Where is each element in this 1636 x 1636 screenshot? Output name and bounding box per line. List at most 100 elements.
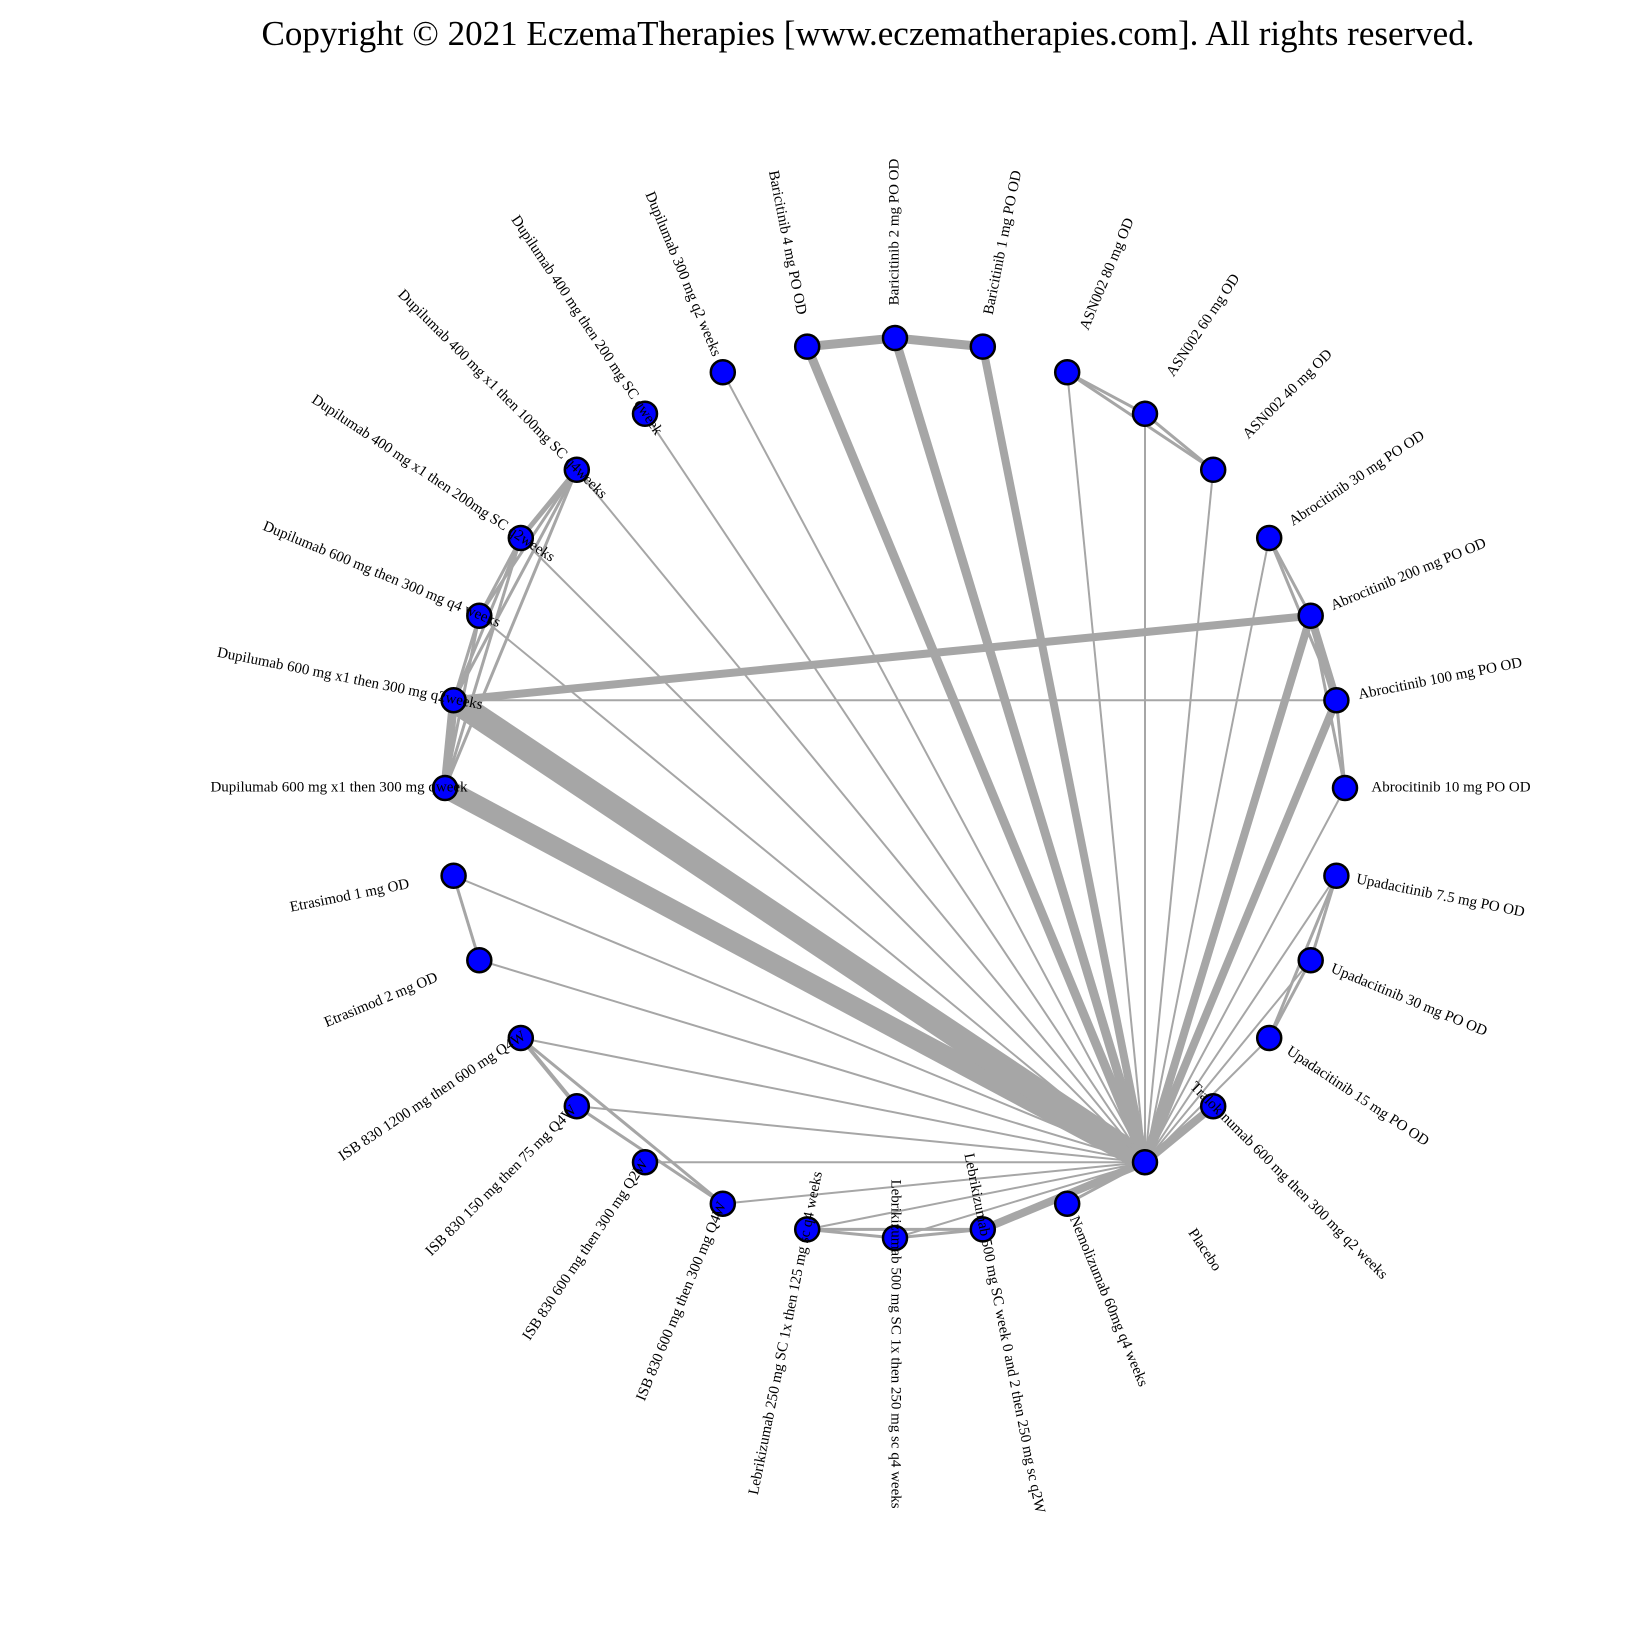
edge-placebo-to-dupilumab-600-mg-x1-then-300-mg-q2weeks [446, 690, 1152, 1173]
node-lebrikizumab-500-mg-sc-1x-then-250-mg-sc-q4-weeks [881, 1224, 909, 1252]
label-isb-830-150-mg-then-75-mg-q4w: ISB 830 150 mg then 75 mg Q4W [423, 1102, 581, 1260]
node-abrocitinib-200-mg-po-od [1297, 602, 1324, 630]
label-nemolizumab-60mg-q4-weeks: Nemolizumab 60mg q4 weeks [1066, 1214, 1151, 1389]
edge-dupilumab-600-mg-x1-then-300-mg-qweek-to-dupilumab-400-mg-x1-then-200mg-sc-q2weeks [443, 537, 523, 789]
node-asn002-60-mg-od [1131, 400, 1159, 428]
label-isb-830-600-mg-then-300-mg-q2w: ISB 830 600 mg then 300 mg Q2W [520, 1156, 653, 1343]
node-abrocitinib-30-mg-po-od [1255, 524, 1283, 552]
label-placebo: Placebo [1185, 1226, 1225, 1274]
edge-dupilumab-600-mg-x1-then-300-mg-q2weeks-to-dupilumab-400-mg-x1-then-100mg-sc-q4weeks [452, 469, 579, 701]
node-upadacitinib-15-mg-po-od [1255, 1024, 1283, 1052]
edge-placebo-to-asn002-80-mg-od [1066, 372, 1146, 1163]
node-dupilumab-600-mg-x1-then-300-mg-qweek [431, 774, 459, 802]
edge-placebo-to-baricitinib-4-mg-po-od [803, 344, 1150, 1164]
node-etrasimod-1-mg-od [440, 862, 467, 890]
edge-placebo-to-isb-830-150-mg-then-75-mg-q4w [576, 1105, 1146, 1164]
node-abrocitinib-10-mg-po-od [1331, 774, 1359, 802]
edge-baricitinib-4-mg-po-od-to-baricitinib-2-mg-po-od [806, 333, 896, 352]
edge-placebo-to-lebrikizumab-250-mg-sc-1x-then-125-mg-sc-q4-weeks [807, 1161, 1146, 1231]
node-asn002-40-mg-od [1199, 456, 1227, 484]
edge-placebo-to-abrocitinib-30-mg-po-od [1144, 537, 1271, 1163]
edge-placebo-to-upadacitinib-7-5-mg-po-od [1144, 875, 1338, 1163]
label-etrasimod-2-mg-od: Etrasimod 2 mg OD [322, 970, 440, 1031]
node-isb-830-1200-mg-then-600-mg-q4w [507, 1024, 535, 1052]
label-upadacitinib-15-mg-po-od: Upadacitinib 15 mg PO OD [1284, 1043, 1432, 1149]
edge-placebo-to-tralokinumab-600-mg-then-300-mg-q2-weeks [1142, 1103, 1216, 1166]
node-isb-830-600-mg-then-300-mg-q2w [631, 1148, 659, 1176]
node-baricitinib-4-mg-po-od [793, 333, 821, 360]
label-upadacitinib-30-mg-po-od: Upadacitinib 30 mg PO OD [1328, 961, 1489, 1040]
node-isb-830-150-mg-then-75-mg-q4w [563, 1092, 591, 1120]
edge-isb-830-600-mg-then-300-mg-q4w-to-isb-830-1200-mg-then-600-mg-q4w [519, 1036, 724, 1205]
label-dupilumab-400-mg-then-200-mg-sc-qweek: Dupilumab 400 mg then 200 mg SC qweek [508, 213, 666, 439]
label-asn002-80-mg-od: ASN002 80 mg OD [1077, 216, 1138, 333]
copyright-notice: Copyright © 2021 EczemaTherapies [www.ec… [261, 14, 1475, 53]
node-etrasimod-2-mg-od [466, 946, 493, 974]
node-dupilumab-600-mg-x1-then-300-mg-q2weeks [440, 686, 467, 714]
edge-dupilumab-600-mg-x1-then-300-mg-qweek-to-dupilumab-400-mg-x1-then-100mg-sc-q4weeks [443, 469, 579, 789]
edge-placebo-to-dupilumab-400-mg-x1-then-100mg-sc-q4weeks [576, 469, 1146, 1163]
node-abrocitinib-100-mg-po-od [1323, 686, 1350, 714]
edge-placebo-to-dupilumab-400-mg-then-200-mg-sc-qweek [644, 413, 1146, 1163]
node-upadacitinib-7-5-mg-po-od [1323, 862, 1350, 890]
node-lebrikizumab-500-mg-sc-week-0-and-2-then-250-mg-sc-q2w [969, 1216, 997, 1243]
node-upadacitinib-30-mg-po-od [1297, 946, 1324, 974]
label-isb-830-1200-mg-then-600-mg-q4w: ISB 830 1200 mg then 600 mg Q4W [336, 1028, 530, 1165]
label-baricitinib-4-mg-po-od: Baricitinib 4 mg PO OD [765, 169, 809, 316]
node-dupilumab-400-mg-x1-then-200mg-sc-q2weeks [507, 524, 535, 552]
label-dupilumab-600-mg-then-300-mg-q4-weeks: Dupilumab 600 mg then 300 mg q4 weeks [260, 518, 502, 631]
edge-placebo-to-baricitinib-1-mg-po-od [978, 345, 1149, 1163]
label-isb-830-600-mg-then-300-mg-q4w: ISB 830 600 mg then 300 mg Q4W [633, 1199, 730, 1403]
edge-placebo-to-dupilumab-600-mg-x1-then-300-mg-qweek [440, 779, 1150, 1172]
label-abrocitinib-10-mg-po-od: Abrocitinib 10 mg PO OD [1371, 779, 1530, 795]
label-etrasimod-1-mg-od: Etrasimod 1 mg OD [289, 876, 411, 915]
label-asn002-60-mg-od: ASN002 60 mg OD [1164, 271, 1244, 379]
edge-lebrikizumab-500-mg-sc-1x-then-250-mg-sc-q4-weeks-to-lebrikizumab-250-mg-sc-1x-then-125-mg-sc-q4-weeks [807, 1227, 896, 1240]
label-dupilumab-600-mg-x1-then-300-mg-qweek: Dupilumab 600 mg x1 then 300 mg qweek [210, 779, 468, 795]
node-nemolizumab-60mg-q4-weeks [1053, 1190, 1081, 1217]
edge-placebo-to-isb-830-600-mg-then-300-mg-q4w [722, 1161, 1146, 1205]
node-lebrikizumab-250-mg-sc-1x-then-125-mg-sc-q4-weeks [793, 1216, 821, 1243]
edge-placebo-to-abrocitinib-100-mg-po-od [1141, 698, 1341, 1164]
edge-placebo-to-etrasimod-2-mg-od [479, 959, 1146, 1164]
node-baricitinib-1-mg-po-od [969, 333, 997, 360]
node-isb-830-600-mg-then-300-mg-q4w [709, 1190, 737, 1217]
edge-placebo-to-dupilumab-400-mg-x1-then-200mg-sc-q2weeks [520, 537, 1146, 1163]
label-tralokinumab-600-mg-then-300-mg-q2-weeks: Tralokinumab 600 mg then 300 mg q2 weeks [1187, 1079, 1391, 1283]
edge-abrocitinib-200-mg-po-od-to-dupilumab-600-mg-x1-then-300-mg-q2weeks [453, 611, 1312, 705]
edge-placebo-to-asn002-40-mg-od [1144, 469, 1215, 1163]
node-placebo [1131, 1148, 1159, 1176]
node-dupilumab-600-mg-then-300-mg-q4-weeks [466, 602, 493, 630]
edge-placebo-to-lebrikizumab-500-mg-sc-1x-then-250-mg-sc-q4-weeks [894, 1161, 1146, 1239]
label-abrocitinib-200-mg-po-od: Abrocitinib 200 mg PO OD [1328, 535, 1488, 614]
label-dupilumab-300-mg-q2-weeks: Dupilumab 300 mg q2 weeks [642, 189, 724, 358]
node-dupilumab-400-mg-then-200-mg-sc-qweek [631, 400, 659, 428]
edge-dupilumab-400-mg-x1-then-200mg-sc-q2weeks-to-dupilumab-400-mg-x1-then-100mg-sc-q4weeks [518, 468, 579, 540]
label-abrocitinib-30-mg-po-od: Abrocitinib 30 mg PO OD [1286, 428, 1427, 530]
edge-baricitinib-2-mg-po-od-to-baricitinib-1-mg-po-od [894, 333, 984, 352]
node-baricitinib-2-mg-po-od [881, 324, 909, 352]
label-lebrikizumab-500-mg-sc-1x-then-250-mg-sc-q4-weeks: Lebrikizumab 500 mg SC 1x then 250 mg sc… [888, 1179, 904, 1508]
edge-upadacitinib-30-mg-po-od-to-upadacitinib-15-mg-po-od [1267, 959, 1313, 1039]
node-asn002-80-mg-od [1053, 359, 1081, 386]
edge-placebo-to-abrocitinib-200-mg-po-od [1141, 614, 1315, 1164]
edge-isb-830-150-mg-then-75-mg-q4w-to-isb-830-1200-mg-then-600-mg-q4w [519, 1036, 579, 1108]
edge-layer [440, 333, 1347, 1240]
label-upadacitinib-7-5-mg-po-od: Upadacitinib 7.5 mg PO OD [1355, 871, 1526, 920]
edge-etrasimod-2-mg-od-to-etrasimod-1-mg-od [452, 875, 481, 961]
label-abrocitinib-100-mg-po-od: Abrocitinib 100 mg PO OD [1357, 655, 1524, 703]
edge-placebo-to-baricitinib-2-mg-po-od [890, 336, 1150, 1164]
label-layer: Baricitinib 2 mg PO OD Baricitinib 1 mg P… [210, 159, 1530, 1516]
edge-placebo-to-dupilumab-600-mg-then-300-mg-q4-weeks [478, 615, 1146, 1163]
label-lebrikizumab-250-mg-sc-1x-then-125-mg-sc-q4-weeks: Lebrikizumab 250 mg SC 1x then 125 mg sc… [746, 1170, 826, 1496]
edge-placebo-to-abrocitinib-10-mg-po-od [1144, 787, 1346, 1163]
edge-placebo-to-isb-830-1200-mg-then-600-mg-q4w [520, 1037, 1146, 1164]
node-dupilumab-300-mg-q2-weeks [709, 359, 737, 386]
node-tralokinumab-600-mg-then-300-mg-q2-weeks [1199, 1092, 1227, 1120]
label-baricitinib-2-mg-po-od: Baricitinib 2 mg PO OD [886, 159, 902, 306]
label-dupilumab-600-mg-x1-then-300-mg-q2weeks: Dupilumab 600 mg x1 then 300 mg q2weeks [216, 645, 484, 713]
edge-placebo-to-dupilumab-300-mg-q2-weeks [721, 371, 1146, 1163]
node-layer [431, 324, 1359, 1252]
label-baricitinib-1-mg-po-od: Baricitinib 1 mg PO OD [981, 169, 1025, 316]
